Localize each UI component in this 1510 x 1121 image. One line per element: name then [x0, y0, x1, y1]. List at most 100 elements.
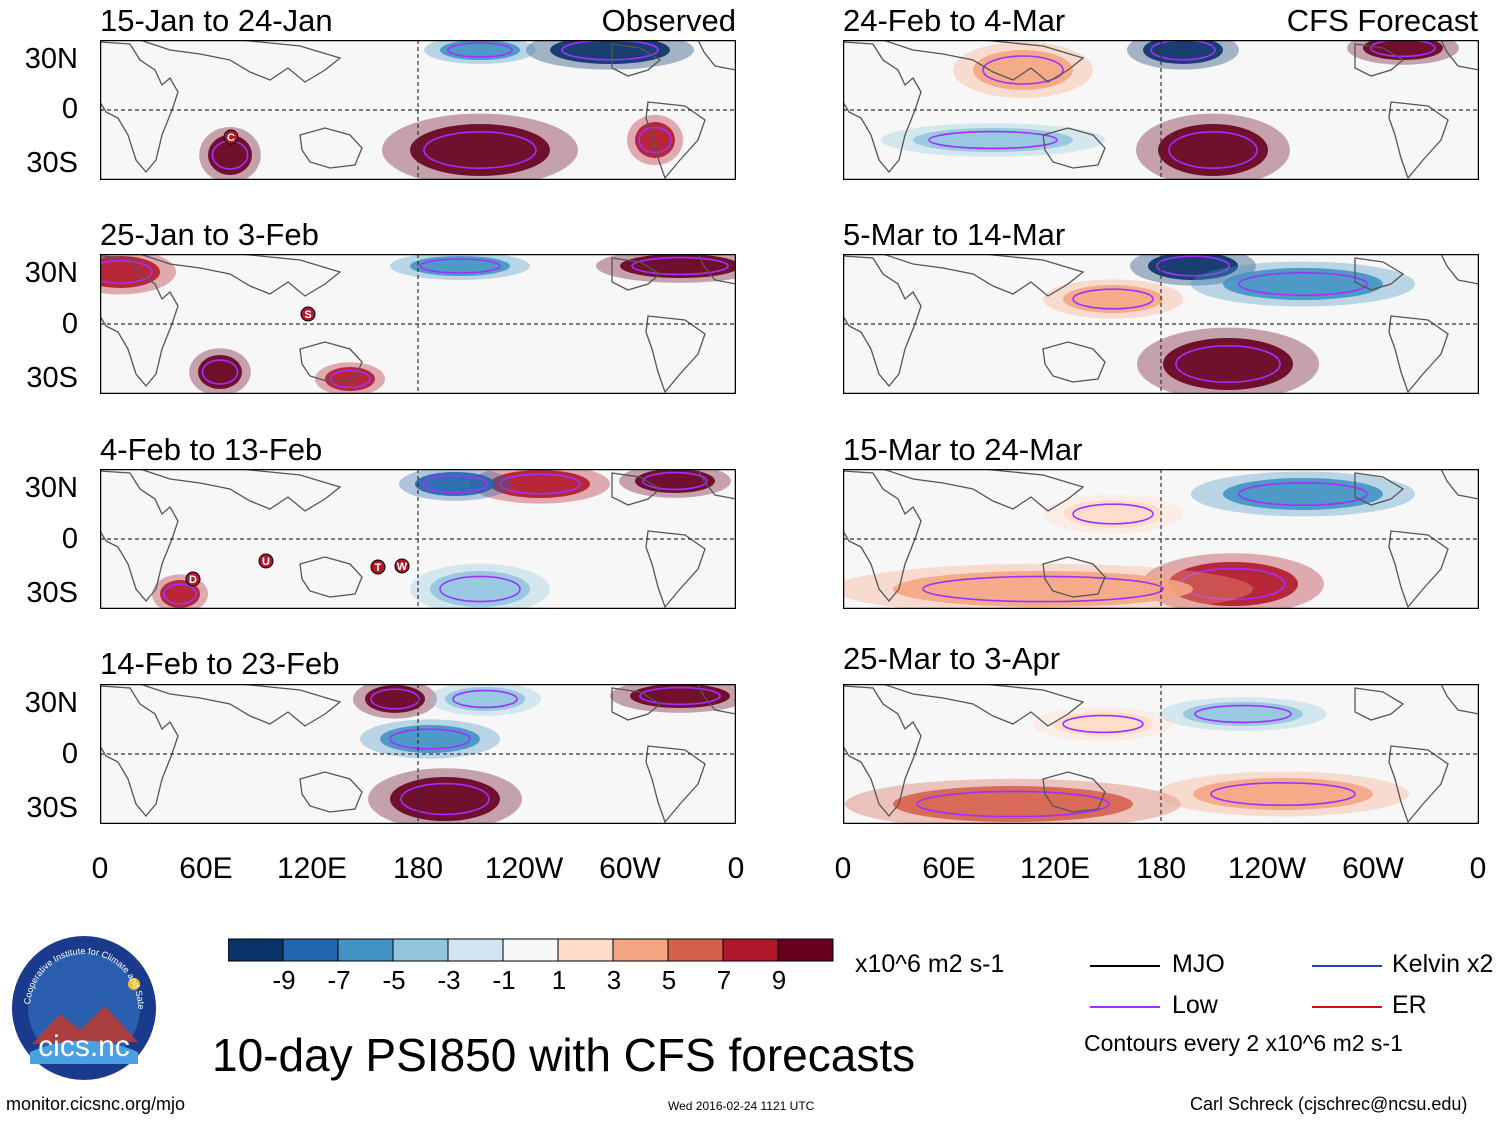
- low-contour: [1168, 131, 1258, 170]
- storm-marker: [223, 129, 239, 145]
- coastline: [611, 257, 662, 291]
- storm-label: S: [304, 309, 311, 321]
- colorbar: [228, 938, 834, 962]
- colorbar-tick: 9: [771, 965, 787, 995]
- colorbar-tick: -1: [492, 965, 516, 995]
- logo-text: cics.nc: [38, 1030, 130, 1063]
- lat-label-eq: 0: [61, 93, 78, 125]
- colorbar-swatch: [612, 938, 669, 962]
- coastline: [1042, 127, 1106, 169]
- map-frame: [843, 469, 1479, 609]
- low-contour: [1175, 345, 1281, 384]
- coastline: [843, 255, 922, 388]
- coastline: [697, 254, 736, 285]
- coastline: [882, 469, 1085, 512]
- coastline: [1388, 101, 1449, 180]
- low-contour: [639, 686, 721, 706]
- storm-label: C: [227, 132, 235, 144]
- colorbar-tick: 5: [661, 965, 677, 995]
- coastline: [611, 687, 662, 721]
- panel-title-right-3: 15-Mar to 24-Mar: [843, 432, 1083, 467]
- low-contour: [163, 583, 197, 605]
- colorbar-tick: 3: [606, 965, 622, 995]
- legend-er-label: ER: [1392, 991, 1427, 1019]
- lon-label: 0: [727, 852, 745, 885]
- colorbar-swatch: [228, 938, 284, 962]
- storm-label: D: [189, 574, 197, 586]
- legend-kelvin-line: [1312, 965, 1382, 967]
- anomaly-region: [100, 256, 160, 288]
- low-contour: [439, 575, 521, 603]
- map-frame: [843, 684, 1479, 824]
- coastline: [843, 470, 922, 603]
- lat-label-eq: 0: [61, 308, 78, 340]
- forecast-label: CFS Forecast: [1286, 3, 1478, 38]
- low-contour: [201, 359, 239, 385]
- coastline: [1042, 771, 1106, 813]
- map-panel-forecast-4: [843, 684, 1479, 824]
- coastline: [100, 41, 179, 174]
- lat-label-30s: 30S: [26, 362, 78, 394]
- anomaly-region: [973, 50, 1073, 90]
- panel-title-left-2: 25-Jan to 3-Feb: [100, 217, 319, 252]
- anomaly-region: [1163, 338, 1293, 390]
- colorbar-swatch: [777, 938, 834, 962]
- panel-title-right-2: 5-Mar to 14-Mar: [843, 217, 1066, 252]
- low-contour: [1238, 271, 1368, 296]
- storm-label: U: [262, 556, 270, 568]
- storm-label: W: [397, 561, 408, 573]
- lat-label-30n: 30N: [24, 472, 78, 504]
- coastline: [100, 470, 179, 603]
- low-contour: [922, 575, 1164, 603]
- coastline: [1440, 40, 1479, 71]
- coastline: [1354, 257, 1405, 291]
- low-contour: [1238, 482, 1368, 506]
- low-contour: [100, 260, 153, 284]
- lon-label: 60W: [1342, 852, 1404, 885]
- lat-label-30s: 30S: [26, 792, 78, 824]
- map-panel-forecast-3: [843, 469, 1479, 609]
- map-frame: [100, 40, 736, 180]
- lon-label: 180: [392, 852, 444, 885]
- lat-label-eq: 0: [61, 523, 78, 555]
- coastline: [139, 469, 342, 512]
- low-contour: [916, 790, 1110, 818]
- lon-label: 0: [1469, 852, 1487, 885]
- panel-title-right-1: 24-Feb to 4-Mar: [843, 3, 1066, 38]
- legend-low-line: [1090, 1006, 1160, 1008]
- colorbar-swatch: [557, 938, 614, 962]
- anomaly-region: [430, 571, 530, 607]
- footer-url[interactable]: monitor.cicsnc.org/mjo: [6, 1094, 186, 1114]
- coastline: [299, 771, 363, 813]
- colorbar-tick: 1: [551, 965, 567, 995]
- anomaly-region: [893, 786, 1133, 822]
- map-frame: [100, 254, 736, 394]
- map-panel-observed-2: S: [100, 254, 736, 394]
- coastline: [645, 530, 706, 609]
- lat-label-30n: 30N: [24, 687, 78, 719]
- map-panel-forecast-2: [843, 254, 1479, 394]
- lon-label: 60E: [922, 852, 976, 885]
- low-contour: [642, 471, 708, 491]
- colorbar-swatch: [337, 938, 394, 962]
- lon-label: 120W: [1227, 852, 1307, 885]
- lat-label-eq: 0: [61, 738, 78, 770]
- coastline: [611, 43, 662, 77]
- panel-title-left-4: 14-Feb to 23-Feb: [100, 646, 340, 681]
- coastline: [645, 101, 706, 180]
- anomaly-region: [410, 124, 550, 176]
- storm-marker: [300, 306, 316, 322]
- low-contour: [389, 728, 471, 750]
- anomaly-region: [893, 571, 1193, 607]
- panel-title-left-3: 4-Feb to 13-Feb: [100, 432, 323, 467]
- coastline: [100, 685, 179, 818]
- legend-mjo-label: MJO: [1172, 950, 1225, 978]
- map-frame: [100, 684, 736, 824]
- lon-label: 0: [91, 852, 109, 885]
- lat-label-30s: 30S: [26, 147, 78, 179]
- observed-label: Observed: [601, 3, 736, 38]
- coastline: [1354, 43, 1405, 77]
- coastline: [645, 315, 706, 394]
- low-contour: [419, 258, 501, 274]
- low-contour: [400, 782, 490, 816]
